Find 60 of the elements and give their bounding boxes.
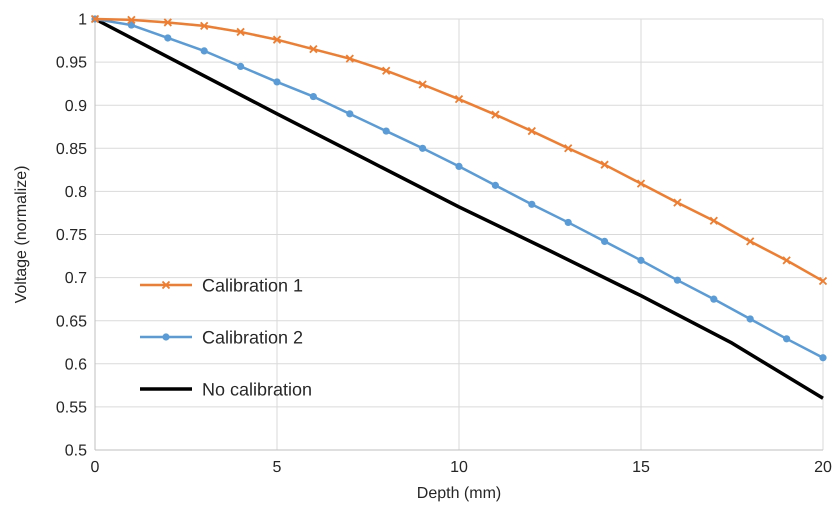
- point: [127, 15, 136, 24]
- point: [346, 110, 354, 118]
- point: [419, 144, 426, 152]
- x-tick-label: 10: [450, 459, 468, 476]
- point: [345, 54, 354, 64]
- point: [819, 354, 827, 362]
- y-tick-label: 0.6: [64, 356, 88, 374]
- x-tick-label: 20: [814, 459, 832, 476]
- point: [163, 18, 172, 27]
- point: [710, 296, 718, 303]
- point: [782, 256, 791, 265]
- y-tick-label: 0.95: [56, 54, 88, 72]
- x-tick-label: 15: [632, 459, 650, 476]
- point: [237, 62, 244, 70]
- point: [601, 238, 608, 245]
- point: [200, 21, 209, 30]
- point: [637, 256, 645, 264]
- point: [673, 198, 682, 208]
- point: [600, 160, 609, 170]
- point: [382, 66, 391, 76]
- point: [164, 34, 172, 42]
- point: [200, 47, 208, 54]
- y-tick-label: 0.55: [56, 400, 88, 416]
- point: [818, 276, 828, 286]
- y-tick-label: 0.5: [64, 442, 88, 460]
- legend-label: Calibration 1: [202, 275, 304, 296]
- point: [492, 182, 499, 189]
- point: [236, 28, 245, 36]
- point: [783, 335, 790, 342]
- point: [564, 218, 572, 226]
- point: [273, 78, 281, 86]
- point: [674, 276, 681, 284]
- point: [309, 44, 318, 54]
- point: [454, 94, 464, 104]
- y-axis-title: Voltage (normalize): [13, 166, 30, 304]
- legend-label: No calibration: [202, 379, 312, 400]
- point: [310, 92, 317, 100]
- y-tick-label: 1: [78, 12, 88, 29]
- legend-label: Calibration 2: [202, 327, 304, 348]
- point: [746, 315, 754, 323]
- point: [455, 162, 463, 170]
- y-tick-label: 0.7: [64, 270, 88, 288]
- x-tick-label: 5: [272, 459, 282, 476]
- x-tick-label: 0: [90, 459, 100, 476]
- point: [382, 127, 390, 135]
- point: [564, 144, 573, 153]
- point: [527, 126, 536, 136]
- x-axis-title: Depth (mm): [416, 485, 502, 502]
- point: [418, 80, 427, 89]
- y-tick-label: 0.65: [56, 313, 88, 330]
- y-tick-label: 0.75: [56, 227, 88, 244]
- point: [491, 110, 500, 120]
- point: [746, 236, 755, 246]
- point: [636, 179, 646, 188]
- point: [709, 216, 718, 226]
- y-tick-label: 0.85: [56, 140, 88, 158]
- point: [272, 35, 282, 44]
- y-tick-label: 0.8: [64, 184, 88, 201]
- point: [528, 200, 536, 208]
- y-tick-label: 0.9: [64, 98, 88, 115]
